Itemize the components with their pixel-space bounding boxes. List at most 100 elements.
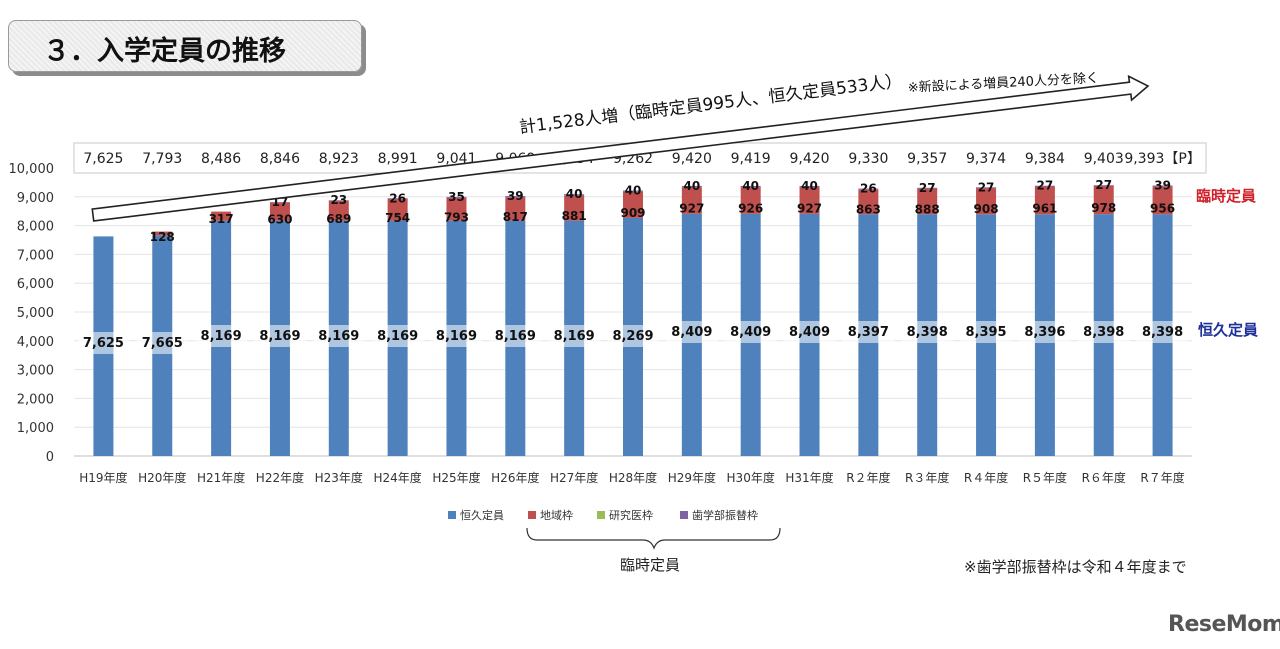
x-tick-label: R７年度 (1140, 470, 1184, 485)
x-tick-label: H20年度 (138, 470, 186, 485)
dental-value-label: 40 (742, 179, 759, 193)
legend-swatch (528, 511, 536, 519)
bar-dental (1034, 185, 1055, 187)
permanent-value-label: 8,396 (1024, 325, 1065, 340)
permanent-quota-label: 恒久定員 (1198, 321, 1258, 339)
label-band (195, 325, 248, 347)
x-tick-label: H26年度 (491, 470, 539, 485)
bar-dental (328, 200, 349, 201)
y-tick-label: 8,000 (17, 220, 54, 235)
x-tick-label: H23年度 (315, 470, 363, 485)
x-tick-label: R４年度 (964, 470, 1008, 485)
bar-regional (564, 195, 585, 221)
dental-value-label: 39 (507, 189, 524, 203)
dental-value-label: 26 (860, 182, 877, 196)
x-tick-label: H31年度 (785, 470, 833, 485)
bar-dental (387, 198, 408, 200)
label-band (724, 321, 777, 343)
permanent-value-label: 8,409 (730, 325, 771, 340)
legend-label: 恒久定員 (460, 508, 504, 522)
label-band (1136, 321, 1189, 343)
regional-value-label: 927 (679, 201, 704, 215)
bar-regional (1093, 185, 1114, 215)
label-band (607, 325, 659, 347)
label-band (548, 325, 601, 347)
total-value-label: 7,793 (142, 151, 182, 167)
permanent-value-label: 8,169 (318, 329, 359, 344)
bar-regional (269, 202, 290, 221)
total-value-label: 9,384 (1025, 151, 1065, 167)
bar-regional (1152, 186, 1173, 215)
legend-swatch (680, 511, 688, 519)
total-value-label: 8,486 (201, 151, 241, 167)
bar-regional (211, 211, 232, 221)
total-value-label: 8,923 (319, 151, 359, 167)
regional-value-label: 630 (267, 213, 292, 227)
x-tick-label: H25年度 (432, 470, 480, 485)
legend-label: 地域枠 (540, 508, 573, 522)
permanent-value-label: 8,397 (848, 325, 889, 340)
regional-value-label: 961 (1032, 201, 1057, 215)
total-value-label: 9,330 (848, 151, 888, 167)
permanent-value-label: 8,409 (789, 325, 830, 340)
permanent-value-label: 8,169 (436, 329, 477, 344)
label-band (960, 321, 1013, 343)
x-tick-label: H30年度 (727, 470, 775, 485)
x-tick-label: R３年度 (905, 470, 949, 485)
dental-value-label: 40 (566, 187, 583, 201)
label-band (901, 321, 954, 343)
regional-value-label: 128 (150, 230, 175, 244)
legend-swatch (448, 511, 456, 519)
permanent-value-label: 7,665 (142, 336, 183, 351)
brace-label: 臨時定員 (620, 556, 680, 574)
total-value-label: 9,420 (789, 151, 829, 167)
regional-value-label: 817 (503, 210, 528, 224)
dental-value-label: 23 (330, 193, 347, 207)
regional-value-label: 793 (444, 210, 469, 224)
label-band (312, 325, 365, 347)
regional-value-label: 317 (209, 212, 234, 226)
bar-dental (623, 190, 643, 192)
label-band (1077, 321, 1130, 343)
permanent-value-label: 8,269 (612, 329, 653, 344)
increase-arrow (91, 74, 1150, 222)
bar-dental (858, 188, 879, 190)
x-tick-label: H22年度 (256, 470, 304, 485)
permanent-value-label: 8,169 (377, 329, 418, 344)
x-tick-label: H19年度 (79, 470, 127, 485)
bar-regional (1034, 186, 1055, 215)
dental-value-label: 27 (919, 181, 936, 195)
permanent-value-label: 8,398 (1083, 325, 1124, 340)
total-value-label: 8,846 (260, 151, 300, 167)
regional-value-label: 888 (915, 202, 940, 216)
x-tick-label: R６年度 (1082, 470, 1126, 485)
legend-label: 歯学部振替枠 (692, 508, 758, 522)
legend-swatch (597, 511, 605, 519)
bar-dental (564, 194, 585, 196)
label-band (1018, 321, 1071, 343)
label-band (842, 321, 895, 343)
y-tick-label: 0 (46, 450, 54, 465)
watermark-text: ReseMom (1168, 612, 1280, 637)
label-band (665, 321, 718, 343)
x-tick-label: H28年度 (609, 470, 657, 485)
y-tick-label: 7,000 (17, 248, 54, 263)
temporary-quota-label: 臨時定員 (1196, 187, 1256, 205)
dental-value-label: 26 (389, 191, 406, 205)
y-tick-label: 2,000 (17, 392, 54, 407)
bar-dental (740, 186, 761, 188)
dental-value-label: 27 (1037, 179, 1054, 193)
dental-value-label: 39 (1154, 178, 1171, 192)
footnote: ※歯学部振替枠は令和４年度まで (964, 558, 1187, 576)
y-tick-label: 10,000 (9, 162, 55, 177)
label-band (783, 321, 836, 343)
bar-dental (799, 185, 820, 188)
permanent-value-label: 7,625 (83, 336, 124, 351)
permanent-value-label: 8,395 (965, 325, 1006, 340)
regional-value-label: 908 (974, 202, 999, 216)
regional-value-label: 909 (620, 206, 645, 220)
y-tick-label: 1,000 (17, 421, 54, 436)
title-box: ３．入学定員の推移 (8, 20, 362, 72)
label-band (253, 325, 306, 347)
